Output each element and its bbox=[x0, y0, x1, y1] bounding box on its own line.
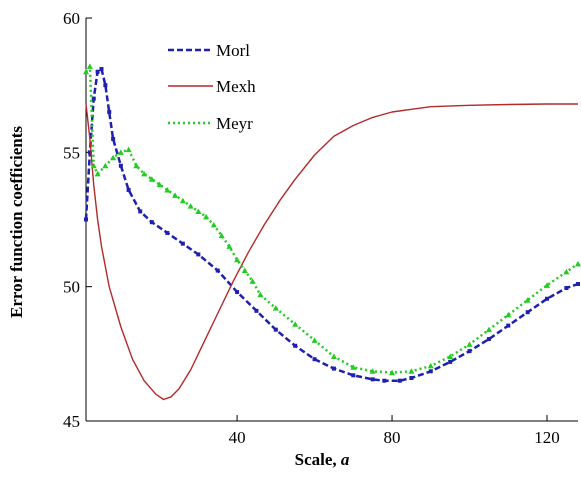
series-point-meyr bbox=[563, 268, 570, 275]
series-point-meyr bbox=[330, 353, 337, 360]
series-point-meyr bbox=[575, 260, 581, 267]
y-tick-label: 60 bbox=[63, 9, 80, 28]
series-point-morl bbox=[99, 67, 104, 72]
series-point-meyr bbox=[257, 291, 264, 298]
series-point-morl bbox=[138, 209, 143, 214]
ticks: 45 50 55 60 40 80 120 bbox=[63, 9, 560, 447]
series-point-morl bbox=[235, 290, 240, 295]
series-point-morl bbox=[111, 136, 116, 141]
series-point-meyr bbox=[544, 282, 551, 288]
series-point-meyr bbox=[292, 321, 299, 327]
series-point-morl bbox=[165, 230, 170, 235]
series-point-meyr bbox=[218, 232, 225, 239]
series-point-meyr bbox=[369, 368, 376, 374]
series-point-meyr bbox=[179, 197, 186, 204]
series-point-morl bbox=[448, 359, 453, 364]
series-point-morl bbox=[409, 376, 414, 381]
series-point-meyr bbox=[389, 369, 396, 376]
series-point-meyr bbox=[311, 337, 318, 343]
y-tick-label: 50 bbox=[63, 278, 80, 297]
series-point-morl bbox=[486, 337, 491, 342]
legend: Morl Mexh Meyr bbox=[168, 41, 256, 133]
series-point-meyr bbox=[83, 68, 89, 75]
series-point-morl bbox=[525, 310, 530, 315]
series-point-morl bbox=[428, 369, 433, 374]
series-point-morl bbox=[87, 150, 92, 155]
series-point-meyr bbox=[249, 278, 256, 284]
series-point-morl bbox=[103, 83, 108, 88]
series-point-morl bbox=[273, 327, 278, 332]
series-point-meyr bbox=[505, 311, 512, 318]
x-tick-label: 120 bbox=[534, 428, 560, 447]
x-axis-title-variable: a bbox=[341, 450, 350, 469]
series-point-morl bbox=[180, 241, 185, 246]
series-point-meyr bbox=[141, 170, 148, 177]
series-point-meyr bbox=[350, 364, 357, 370]
x-tick-label: 40 bbox=[229, 428, 246, 447]
series-point-morl bbox=[564, 286, 569, 291]
series-point-meyr bbox=[241, 267, 248, 274]
series-point-meyr bbox=[117, 149, 124, 155]
series-point-morl bbox=[312, 357, 317, 362]
series-line-mexh bbox=[85, 103, 578, 401]
series-point-meyr bbox=[172, 192, 179, 198]
series-point-meyr bbox=[164, 186, 171, 193]
x-axis-title-text: Scale, bbox=[295, 450, 337, 469]
series-point-morl bbox=[126, 187, 131, 192]
series-line-morl bbox=[84, 67, 579, 382]
series-layer bbox=[83, 63, 581, 401]
series-point-meyr bbox=[234, 256, 241, 263]
series-point-morl bbox=[84, 217, 88, 222]
series-point-morl bbox=[331, 366, 336, 371]
series-point-meyr bbox=[466, 341, 473, 347]
series-point-morl bbox=[91, 96, 96, 101]
series-point-meyr bbox=[133, 162, 140, 169]
series-point-morl bbox=[397, 378, 402, 383]
series-point-meyr bbox=[272, 305, 279, 311]
series-point-meyr bbox=[203, 213, 210, 220]
series-point-morl bbox=[467, 349, 472, 354]
series-point-meyr bbox=[86, 63, 93, 69]
x-axis-title: Scale, a bbox=[295, 450, 350, 469]
series-point-morl bbox=[107, 110, 112, 115]
series-point-morl bbox=[215, 268, 220, 273]
legend-label-meyr: Meyr bbox=[216, 114, 253, 133]
series-point-meyr bbox=[427, 362, 434, 369]
series-point-morl bbox=[149, 220, 154, 225]
series-point-meyr bbox=[408, 368, 415, 374]
x-tick-label: 80 bbox=[384, 428, 401, 447]
series-line-meyr bbox=[84, 65, 579, 374]
series-point-morl bbox=[196, 252, 201, 257]
series-point-meyr bbox=[90, 162, 97, 169]
y-axis-title: Error function coefficients bbox=[7, 126, 26, 318]
series-point-meyr bbox=[102, 162, 109, 169]
series-point-meyr bbox=[485, 326, 492, 333]
series-point-morl bbox=[370, 377, 375, 382]
series-point-morl bbox=[545, 296, 550, 301]
series-point-meyr bbox=[148, 176, 155, 182]
series-point-meyr bbox=[447, 353, 454, 360]
series-point-morl bbox=[118, 163, 123, 168]
series-point-morl bbox=[254, 308, 259, 313]
legend-label-mexh: Mexh bbox=[216, 77, 256, 96]
series-point-meyr bbox=[195, 208, 202, 214]
series-point-meyr bbox=[226, 243, 233, 249]
series-point-morl bbox=[506, 323, 511, 328]
y-tick-label: 55 bbox=[63, 143, 80, 162]
series-point-meyr bbox=[94, 170, 101, 177]
series-point-morl bbox=[95, 69, 100, 74]
series-point-morl bbox=[293, 343, 298, 348]
series-point-morl bbox=[576, 281, 580, 286]
legend-label-morl: Morl bbox=[216, 41, 250, 60]
series-point-meyr bbox=[110, 154, 117, 161]
series-point-meyr bbox=[156, 181, 163, 188]
y-tick-label: 45 bbox=[63, 412, 80, 431]
series-point-meyr bbox=[210, 221, 217, 228]
series-point-meyr bbox=[125, 146, 132, 153]
series-point-morl bbox=[382, 378, 387, 383]
series-point-meyr bbox=[524, 297, 531, 303]
series-point-meyr bbox=[187, 203, 194, 209]
series-point-morl bbox=[351, 373, 356, 378]
